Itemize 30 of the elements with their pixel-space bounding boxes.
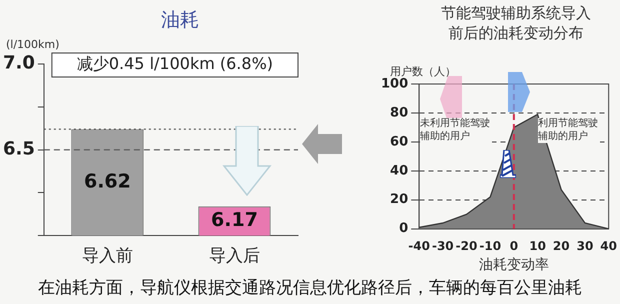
text: 在油耗方面，导航仪根据交通路况信息优化路径后，车辆的每百公里油耗	[37, 277, 583, 299]
y-tick-label: 60	[390, 134, 408, 150]
annotation: 减少0.45 l/100km (6.8%)	[76, 54, 274, 74]
y-tick-label: 7.0	[2, 52, 35, 74]
x-tick-label: 导入后	[208, 246, 260, 266]
x-tick-label: -20	[456, 239, 478, 254]
x-tick-label: 0	[510, 239, 518, 254]
chart-title: 节能驾驶辅助系统导入前后的油耗变动分布	[440, 4, 592, 43]
y-tick-label: 40	[390, 163, 408, 178]
x-tick-label: -30	[432, 239, 454, 254]
chart-title: 油耗	[160, 8, 200, 33]
y-axis-title: (l/100km)	[6, 38, 60, 51]
annotation: 未利用节能驾驶辅助的用户	[420, 118, 492, 143]
data-label: 6.17	[211, 208, 258, 231]
x-tick-label: 30	[576, 239, 594, 254]
annotation: 利用节能驾驶辅助的用户	[538, 118, 600, 143]
y-tick-label: 20	[390, 192, 408, 208]
x-tick-label: 导入前	[82, 246, 133, 266]
x-tick-label: 40	[600, 239, 617, 254]
x-tick-label: 20	[552, 239, 570, 254]
y-tick-label: 80	[390, 105, 408, 120]
x-tick-label: 10	[529, 239, 546, 254]
x-tick-label: -40	[408, 239, 430, 254]
data-label: 6.62	[84, 170, 131, 192]
x-tick-label: -10	[479, 239, 502, 254]
y-tick-label: 100	[380, 76, 408, 92]
y-axis-title: 用户数（人）	[390, 64, 456, 78]
x-axis-title: 油耗变动率	[478, 257, 549, 274]
y-tick-label: 6.5	[2, 138, 35, 160]
y-tick-label: 0	[399, 221, 408, 236]
